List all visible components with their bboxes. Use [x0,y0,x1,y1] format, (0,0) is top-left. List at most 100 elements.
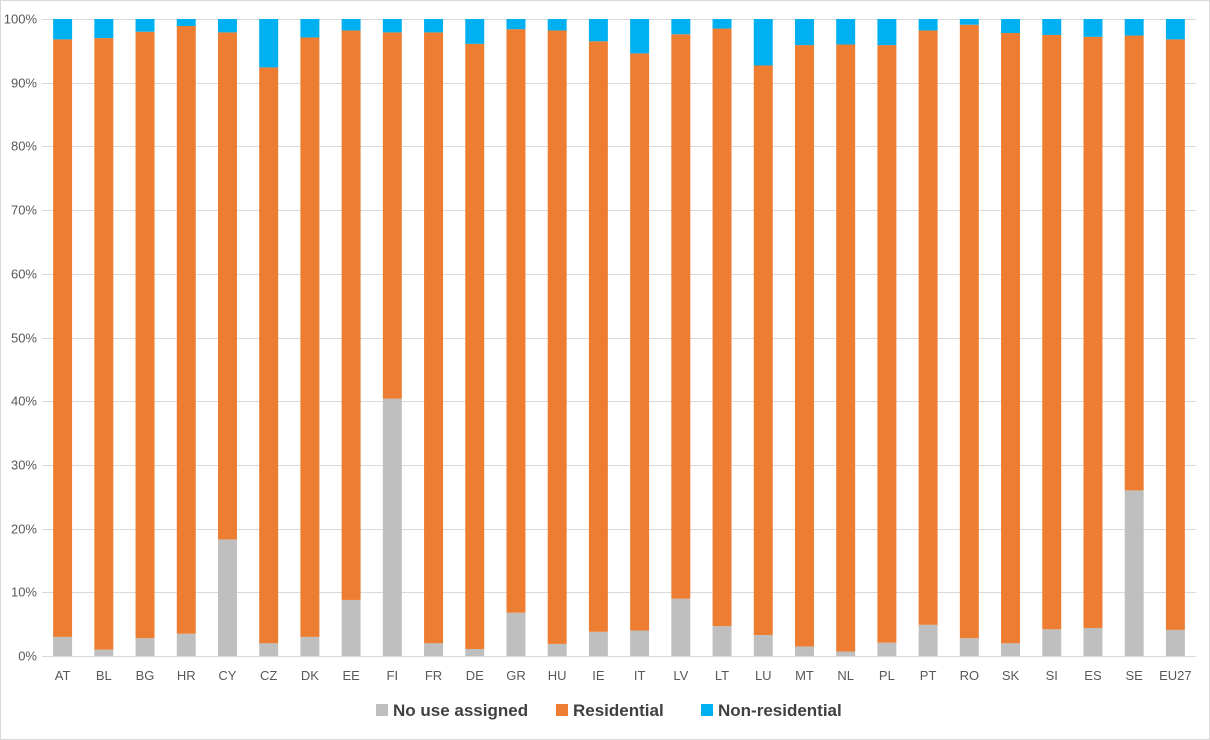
bar-segment [753,19,773,66]
bar-segment [465,19,485,44]
bar-segment [424,19,444,33]
bar-segment [753,634,773,656]
legend: No use assigned Residential Non-residentia… [376,701,842,720]
bar-segment [1165,629,1185,656]
bar-segment [712,19,732,29]
x-tick-label: LU [755,668,772,683]
bar-segment [877,45,897,643]
y-tick-label: 60% [11,267,37,282]
bar-segment [836,19,856,45]
y-tick-label: 20% [11,522,37,537]
x-tick-label: SE [1126,668,1144,683]
x-tick-label: DE [466,668,484,683]
x-tick-label: AT [55,668,71,683]
legend-swatch [556,704,568,716]
bar-segment [94,19,114,39]
bar-segment [259,643,279,656]
bar-segment [176,19,196,27]
x-tick-label: LV [673,668,688,683]
bar-segment [547,19,567,31]
bar-segment [1083,36,1103,628]
bar-segment [53,636,73,656]
y-tick-label: 100% [4,12,38,27]
bar-segment [547,643,567,656]
x-tick-label: HU [548,668,567,683]
legend-swatch [701,704,713,716]
bar-segment [217,539,237,656]
bar-segment [918,624,938,656]
x-tick-label: LT [715,668,729,683]
x-tick-label: ES [1084,668,1102,683]
bar-segment [753,65,773,635]
bar-segment [465,648,485,656]
y-tick-label: 40% [11,394,37,409]
bar-segment [1165,39,1185,630]
y-tick-label: 10% [11,585,37,600]
bar-segment [794,45,814,647]
bar-segment [1001,19,1021,34]
x-tick-label: FI [387,668,399,683]
bar-segment [135,638,155,656]
bar-segment [424,32,444,644]
bar-segment [53,19,73,40]
bar-segment [1001,643,1021,656]
x-tick-label: FR [425,668,442,683]
bar-segment [1042,629,1062,656]
bar-segment [712,626,732,656]
bar-segment [1001,33,1021,644]
x-tick-label: CZ [260,668,277,683]
bars [53,19,1185,656]
x-tick-label: PT [920,668,937,683]
bar-segment [918,19,938,31]
legend-item: Residential [556,701,664,720]
x-tick-label: PL [879,668,895,683]
y-tick-label: 80% [11,139,37,154]
x-tick-label: DK [301,668,319,683]
bar-segment [630,630,650,656]
bar-segment [259,67,279,644]
bar-segment [506,19,526,30]
bar-segment [877,19,897,46]
bar-segment [1165,19,1185,40]
bar-segment [794,646,814,656]
legend-label: No use assigned [393,701,528,720]
legend-label: Residential [573,701,664,720]
gridlines [42,19,1196,593]
bar-segment [671,34,691,599]
y-tick-label: 50% [11,331,37,346]
legend-label: Non-residential [718,701,842,720]
bar-segment [588,19,608,42]
bar-segment [382,398,402,656]
x-tick-label: NL [837,668,854,683]
bar-segment [836,651,856,656]
bar-segment [341,30,361,600]
bar-segment [506,29,526,613]
bar-segment [94,649,114,656]
bar-segment [959,24,979,639]
bar-segment [176,26,196,634]
bar-segment [259,19,279,68]
bar-segment [959,638,979,656]
x-tick-label: HR [177,668,196,683]
bar-segment [300,19,320,38]
bar-segment [300,37,320,637]
bar-segment [588,631,608,656]
bar-segment [217,32,237,540]
bar-segment [53,39,73,637]
bar-segment [382,19,402,33]
x-tick-label: RO [960,668,980,683]
legend-item: Non-residential [701,701,842,720]
x-tick-label: BG [136,668,155,683]
bar-segment [176,633,196,656]
bar-segment [382,32,402,399]
bar-segment [959,19,979,25]
bar-segment [465,43,485,649]
bar-segment [135,31,155,639]
bar-segment [217,19,237,33]
bar-segment [671,598,691,656]
bar-segment [671,19,691,35]
x-tick-label: GR [506,668,526,683]
bar-segment [547,30,567,644]
bar-segment [135,19,155,32]
